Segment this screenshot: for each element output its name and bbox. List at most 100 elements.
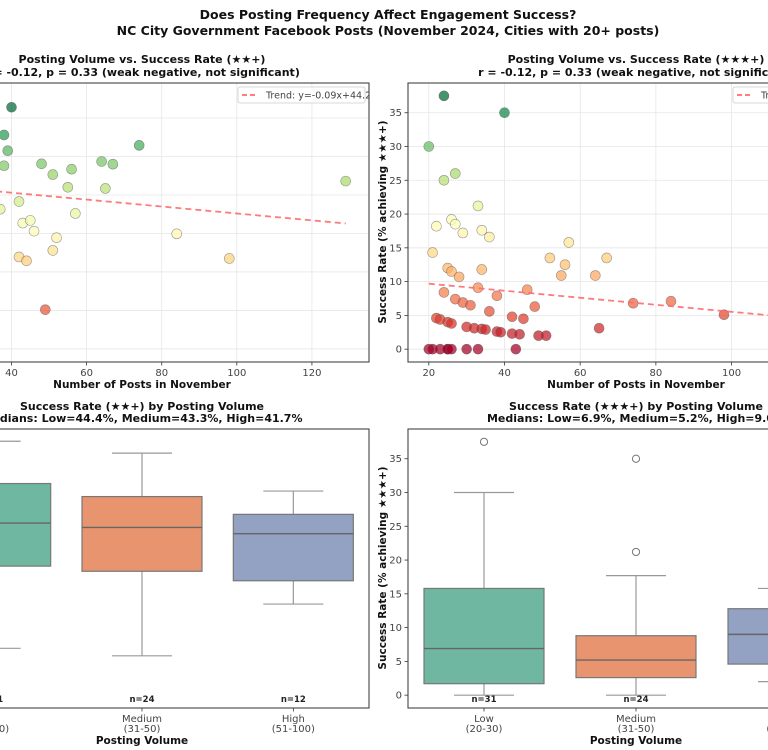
y-axis-label: Success Rate (% achieving ★★★+) bbox=[377, 120, 389, 323]
y-tick-label: 10 bbox=[389, 623, 402, 634]
x-axis-label: Number of Posts in November bbox=[547, 379, 725, 391]
figure-title: Does Posting Frequency Affect Engagement… bbox=[200, 7, 577, 22]
x-tick-range-label: (51-100) bbox=[766, 724, 768, 735]
data-point bbox=[40, 304, 51, 315]
axes-frame bbox=[0, 82, 370, 363]
outlier-point bbox=[631, 454, 641, 463]
data-point bbox=[6, 101, 17, 113]
data-point bbox=[0, 160, 10, 172]
data-point bbox=[559, 259, 571, 271]
data-point bbox=[510, 343, 522, 355]
data-point bbox=[431, 220, 442, 232]
y-tick-label: 30 bbox=[389, 488, 402, 499]
x-tick-label: 40 bbox=[498, 368, 511, 379]
x-tick-label: Medium bbox=[122, 714, 162, 725]
plot-content: Trend bbox=[408, 83, 768, 362]
chart-title: Success Rate (★★+) by Posting Volume bbox=[20, 400, 264, 413]
data-point bbox=[21, 255, 32, 267]
y-tick-label: 0 bbox=[396, 345, 402, 356]
chart-subtitle: r = -0.12, p = 0.33 (weak negative, not … bbox=[0, 66, 300, 79]
x-tick-range-label: (31-50) bbox=[618, 724, 655, 735]
box-low bbox=[0, 482, 52, 567]
data-point bbox=[472, 200, 484, 212]
y-tick-label: 10 bbox=[389, 277, 402, 288]
data-point bbox=[480, 324, 491, 335]
scatter-chart-2star: Posting Volume vs. Success Rate (★★+) r … bbox=[0, 53, 370, 391]
y-tick-label: 25 bbox=[389, 522, 402, 533]
data-point bbox=[514, 329, 525, 340]
data-point bbox=[423, 141, 435, 152]
x-tick-label: 60 bbox=[574, 368, 587, 379]
data-point bbox=[499, 107, 510, 119]
x-tick-label: 40 bbox=[5, 368, 18, 379]
x-tick-label: 100 bbox=[722, 368, 741, 379]
legend-box bbox=[237, 86, 366, 104]
y-tick-label: 25 bbox=[389, 176, 402, 187]
n-count-label: n=24 bbox=[623, 695, 648, 705]
plot-content: Trend: y=-0.09x+44.2 bbox=[0, 83, 369, 362]
x-tick-label: 100 bbox=[227, 368, 246, 379]
data-point bbox=[491, 290, 503, 302]
data-point bbox=[47, 245, 59, 256]
trend-line bbox=[0, 190, 346, 225]
x-tick-label: Low bbox=[474, 714, 494, 725]
chart-title: Posting Volume vs. Success Rate (★★★+) bbox=[508, 53, 765, 66]
y-tick-label: 5 bbox=[396, 311, 402, 322]
axes-frame bbox=[407, 428, 768, 709]
data-point bbox=[484, 306, 495, 317]
y-tick-label: 20 bbox=[389, 210, 402, 221]
legend-box bbox=[732, 86, 768, 104]
data-point bbox=[476, 224, 488, 236]
box-high bbox=[727, 608, 768, 665]
chart-subtitle: Medians: Low=44.4%, Medium=43.3%, High=4… bbox=[0, 412, 303, 425]
data-point bbox=[446, 266, 457, 277]
data-point bbox=[529, 301, 541, 312]
plot-area: n=31Low(20-30)n=24Medium(31-50)n=12High(… bbox=[389, 428, 768, 735]
data-point bbox=[0, 129, 10, 141]
x-tick-label: 120 bbox=[302, 368, 321, 379]
box-chart-3star: Success Rate (★★★+) by Posting Volume Me… bbox=[377, 400, 768, 747]
y-tick-label: 0 bbox=[396, 691, 402, 702]
data-point bbox=[36, 158, 47, 170]
chart-title: Posting Volume vs. Success Rate (★★+) bbox=[19, 53, 266, 66]
data-point bbox=[563, 237, 575, 248]
plot-area: Trend: y=-0.09x+44.2 40 60 80 100 120 bbox=[0, 82, 370, 379]
box-medium bbox=[81, 495, 203, 572]
y-tick-label: 15 bbox=[389, 589, 402, 600]
data-point bbox=[555, 270, 567, 281]
n-count-label: n=31 bbox=[0, 695, 3, 705]
x-tick-label: High bbox=[282, 714, 305, 725]
legend-label: Trend bbox=[760, 91, 768, 102]
x-axis-label: Posting Volume bbox=[96, 735, 188, 747]
data-point bbox=[518, 313, 529, 325]
x-tick-range-label: (31-50) bbox=[124, 724, 161, 735]
data-point bbox=[590, 270, 601, 281]
x-tick-range-label: (20-30) bbox=[466, 724, 503, 735]
data-point bbox=[544, 252, 556, 264]
data-point bbox=[171, 228, 183, 240]
axes-frame bbox=[407, 82, 768, 363]
data-point bbox=[446, 318, 457, 329]
data-point bbox=[465, 299, 476, 311]
x-axis-label: Posting Volume bbox=[590, 735, 682, 747]
data-point bbox=[593, 322, 605, 334]
data-point bbox=[472, 343, 484, 355]
data-point bbox=[438, 90, 450, 102]
n-count-label: n=31 bbox=[471, 695, 496, 705]
data-point bbox=[100, 183, 111, 194]
x-tick-label: 80 bbox=[155, 368, 168, 379]
data-point bbox=[665, 295, 677, 307]
data-point bbox=[427, 247, 438, 258]
box-chart-2star: Success Rate (★★+) by Posting Volume Med… bbox=[0, 400, 370, 747]
plot-area: Trend 20 40 60 80 100 0 5 10 15 20 25 30 35 bbox=[389, 82, 768, 379]
outlier-point bbox=[479, 437, 489, 446]
y-tick-label: 20 bbox=[389, 556, 402, 567]
data-point bbox=[601, 252, 612, 264]
chart-subtitle: Medians: Low=6.9%, Medium=5.2%, High=9.0… bbox=[487, 412, 768, 425]
data-point bbox=[461, 343, 472, 355]
axes-frame bbox=[0, 428, 370, 709]
chart-title: Success Rate (★★★+) by Posting Volume bbox=[509, 400, 763, 413]
n-count-label: n=12 bbox=[281, 695, 306, 705]
x-tick-range-label: (20-30) bbox=[0, 724, 9, 735]
